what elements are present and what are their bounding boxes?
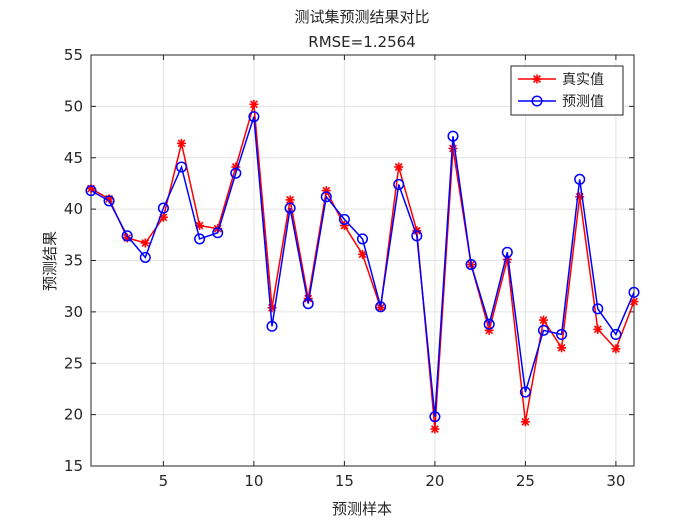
x-tick-label: 15 [335, 472, 354, 490]
data-point [501, 246, 513, 258]
data-point [592, 303, 604, 315]
series-line [90, 116, 635, 417]
data-point [302, 298, 314, 310]
x-axis-label: 预测样本 [332, 500, 392, 518]
data-point-stroke [593, 325, 602, 334]
x-tick-label: 30 [606, 472, 625, 490]
data-point [338, 213, 350, 225]
data-point [139, 251, 151, 263]
chart-subtitle: RMSE=1.2564 [308, 33, 415, 51]
data-point [483, 318, 495, 330]
y-tick-label: 25 [64, 354, 83, 372]
data-point-stroke [286, 195, 295, 204]
x-tick-label: 25 [516, 472, 535, 490]
data-point [537, 324, 550, 336]
data-point [266, 320, 278, 332]
data-point [411, 230, 423, 242]
data-point [103, 195, 115, 207]
legend-entry: 预测值 [518, 94, 604, 110]
data-point [194, 233, 206, 245]
data-point [628, 286, 640, 298]
data-point [610, 328, 622, 341]
x-tick-label: 20 [425, 472, 444, 490]
data-point [429, 411, 441, 423]
data-point [593, 324, 603, 334]
data-point-stroke [521, 417, 530, 426]
data-point [248, 111, 260, 123]
y-tick-label: 20 [64, 406, 83, 424]
data-point [556, 328, 568, 341]
series-layer [85, 99, 640, 434]
data-point-stroke [249, 100, 258, 109]
legend-marker [531, 95, 543, 107]
y-tick-label: 15 [64, 457, 83, 475]
data-point [358, 249, 367, 259]
data-point-stroke [449, 144, 457, 153]
data-point [177, 138, 186, 148]
x-tick-label: 10 [244, 472, 263, 490]
data-point-stroke [394, 163, 403, 171]
data-point [121, 230, 133, 242]
data-point [520, 417, 530, 427]
data-point [356, 233, 369, 245]
data-point [394, 162, 404, 172]
y-tick-label: 50 [64, 97, 83, 115]
data-point-stroke [268, 303, 276, 312]
data-point-stroke [611, 344, 620, 353]
data-point-stroke [159, 213, 168, 222]
y-tick-label: 55 [64, 46, 83, 64]
y-tick-label: 30 [64, 303, 83, 321]
legend-box [510, 65, 624, 116]
data-point [611, 344, 621, 354]
data-point [140, 238, 150, 248]
data-point [447, 130, 459, 142]
y-tick-label: 40 [64, 200, 83, 218]
data-point [157, 202, 169, 214]
data-point-stroke [539, 316, 548, 325]
y-tick-label: 35 [64, 252, 83, 270]
y-axis-label: 预测结果 [41, 231, 59, 291]
series-2 [85, 111, 640, 423]
legend-marker [532, 74, 542, 84]
data-point [284, 202, 296, 214]
legend-label: 预测值 [562, 94, 604, 110]
data-point-stroke [376, 303, 385, 312]
data-point [465, 259, 477, 271]
data-point [430, 424, 440, 434]
data-point-stroke [141, 239, 150, 247]
data-point [230, 167, 242, 179]
chart-title: 测试集预测结果对比 [294, 8, 429, 26]
data-point [539, 315, 548, 325]
data-point-stroke [630, 297, 638, 306]
legend-label: 真实值 [562, 72, 604, 88]
data-point [393, 178, 405, 191]
data-point [557, 343, 567, 353]
data-point [249, 99, 259, 109]
data-point-stroke [557, 343, 566, 352]
y-tick-label: 45 [64, 149, 83, 167]
tick-layer: 5 10 15 20 25 30 15 20 25 30 35 40 45 50 55 [64, 46, 634, 490]
legend-entry: 真实值 [518, 72, 604, 88]
data-point-stroke [177, 139, 186, 148]
data-point-stroke [430, 425, 439, 433]
legend-marker-stroke [533, 75, 541, 83]
data-point [519, 386, 531, 398]
data-point [212, 227, 224, 239]
data-point [320, 191, 332, 203]
data-point [574, 173, 586, 185]
data-point [375, 301, 387, 313]
x-tick-label: 5 [159, 472, 169, 490]
data-point-stroke [358, 250, 367, 259]
data-point [85, 185, 97, 197]
data-point [175, 161, 188, 173]
